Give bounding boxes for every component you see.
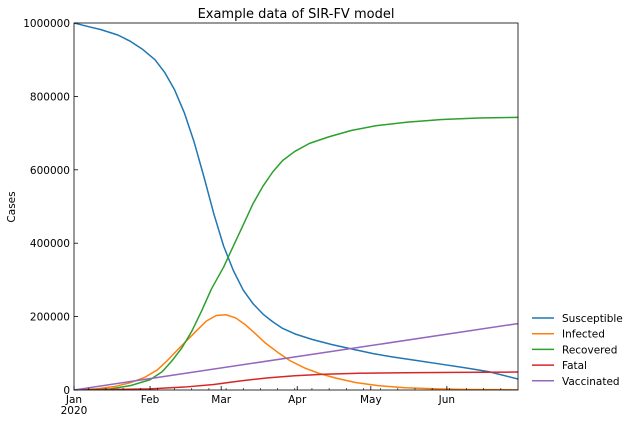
y-axis-label: Cases	[6, 191, 18, 222]
legend-label: Recovered	[562, 344, 617, 356]
legend-label: Infected	[562, 329, 605, 341]
x-tick-label: Jun	[438, 394, 455, 406]
legend: Susceptible Infected Recovered Fatal Vaccina…	[532, 313, 623, 388]
x-tick-sublabel: 2020	[61, 405, 88, 417]
legend-item-susceptible: Susceptible	[532, 313, 623, 325]
legend-label: Vaccinated	[562, 376, 620, 388]
legend-item-infected: Infected	[532, 329, 605, 341]
plot-area	[74, 23, 518, 390]
y-tick-label: 200000	[30, 312, 70, 324]
plot-frame	[73, 22, 519, 391]
x-tick-label: Apr	[288, 394, 307, 406]
x-tick-label: May	[360, 394, 382, 406]
series-line-infected	[74, 314, 518, 390]
legend-label: Fatal	[562, 360, 587, 372]
y-tick-label: 1000000	[23, 18, 70, 30]
legend-item-recovered: Recovered	[532, 344, 617, 356]
legend-label: Susceptible	[562, 313, 623, 325]
x-tick-label: Mar	[211, 394, 231, 406]
chart-title: Example data of SIR-FV model	[198, 7, 395, 22]
y-tick-label: 800000	[30, 91, 70, 103]
series-line-susceptible	[74, 23, 518, 380]
legend-item-vaccinated: Vaccinated	[532, 376, 620, 388]
x-tick-label: Jan	[65, 394, 82, 406]
legend-item-fatal: Fatal	[532, 360, 587, 372]
y-tick-label: 600000	[30, 165, 70, 177]
series-line-vaccinated	[74, 322, 518, 390]
y-tick-label: 400000	[30, 238, 70, 250]
y-tick-label: 0	[63, 385, 70, 397]
series-line-recovered	[74, 116, 518, 390]
series-line-fatal	[74, 371, 518, 390]
x-tick-label: Feb	[141, 394, 160, 406]
